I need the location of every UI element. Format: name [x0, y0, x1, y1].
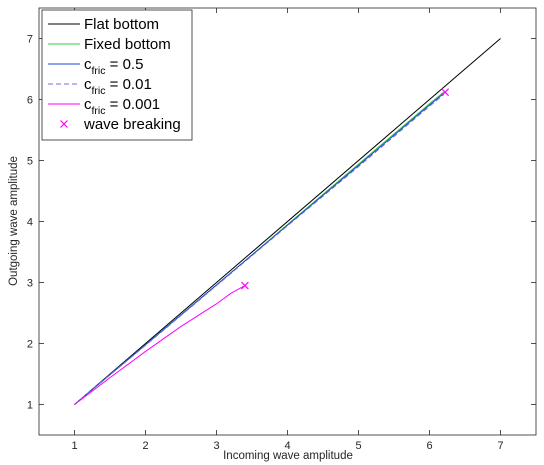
legend-marker	[60, 120, 68, 128]
y-tick-label: 3	[27, 278, 33, 290]
legend-label-subscript: fric	[92, 65, 106, 77]
x-tick-label: 3	[213, 440, 219, 452]
y-tick-label: 1	[27, 400, 33, 412]
legend-label: cfric = 0.001	[84, 96, 160, 117]
legend-entry: cfric = 0.5	[48, 56, 143, 77]
legend-label: Flat bottom	[84, 16, 159, 33]
axis-ticks: 1 2 3 4 5 6 7 1 2 3 4 5 6 7	[27, 8, 536, 452]
y-tick-label: 5	[27, 156, 33, 168]
y-tick-label: 7	[27, 34, 33, 46]
wave-breaking-marker	[441, 88, 450, 97]
legend-label: cfric = 0.01	[84, 76, 152, 97]
x-tick-label: 7	[497, 440, 503, 452]
legend-label-subscript: fric	[92, 105, 106, 117]
legend-label-main: c	[84, 76, 92, 93]
x-tick-label: 6	[426, 440, 432, 452]
legend-entry: cfric = 0.001	[48, 96, 160, 117]
legend-label-main: c	[84, 56, 92, 73]
legend-box	[41, 9, 193, 141]
legend-label-suffix: = 0.01	[106, 76, 152, 93]
legend-label-suffix: = 0.001	[106, 96, 161, 113]
legend-entry: wave breaking	[60, 116, 181, 133]
x-tick-label: 5	[355, 440, 361, 452]
series-line-0	[74, 38, 501, 405]
legend-label: Fixed bottom	[84, 36, 171, 53]
y-tick-label: 2	[27, 339, 33, 351]
data-series	[74, 38, 501, 405]
y-tick-label: 4	[27, 217, 33, 229]
legend-label-subscript: fric	[92, 85, 106, 97]
x-axis-label: Incoming wave amplitude	[223, 450, 353, 462]
legend-entry: Fixed bottom	[48, 36, 171, 53]
legend-entry: Flat bottom	[48, 16, 159, 33]
legend-label: cfric = 0.5	[84, 56, 143, 77]
legend-label-suffix: = 0.5	[106, 56, 144, 73]
legend-entry: cfric = 0.01	[48, 76, 152, 97]
x-tick-label: 2	[142, 440, 148, 452]
y-tick-label: 6	[27, 95, 33, 107]
series-line-4	[74, 285, 246, 405]
x-tick-label: 1	[71, 440, 77, 452]
series-line-3	[74, 94, 445, 405]
legend-label: wave breaking	[83, 116, 181, 133]
x-tick-label: 4	[284, 440, 290, 452]
y-axis-label: Outgoing wave amplitude	[8, 156, 20, 286]
legend-label-main: c	[84, 96, 92, 113]
wave-breaking-marker	[240, 281, 249, 290]
